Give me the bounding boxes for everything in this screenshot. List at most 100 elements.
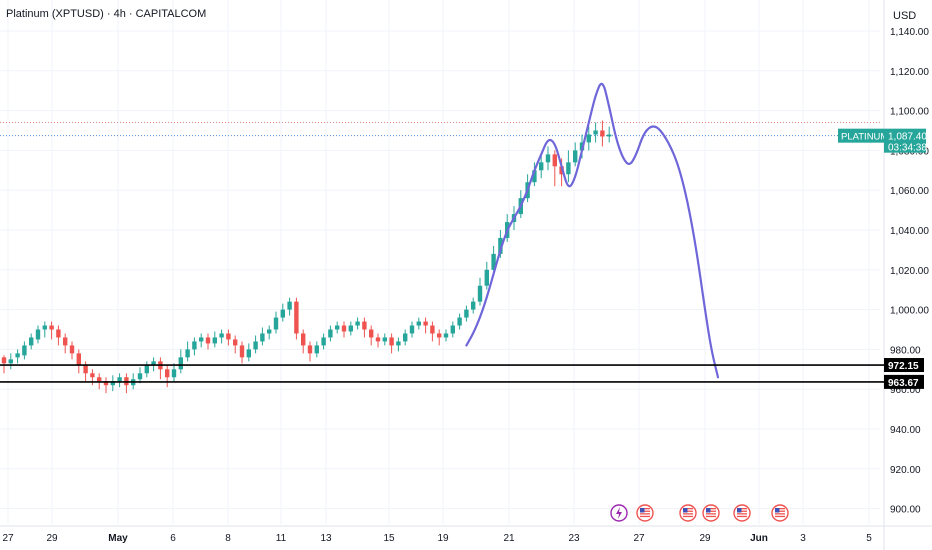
candle-body [76,353,81,366]
candle-body [42,325,47,330]
level-price-label: 963.67 [888,378,919,389]
x-tick-label: Jun [750,533,768,544]
candle-body [103,381,109,386]
candle [110,375,115,392]
candle-body [375,337,381,342]
x-tick-label: 29 [46,533,58,544]
candle [532,162,537,187]
candle-body [539,162,544,171]
candle [307,341,313,362]
candle [42,321,47,338]
flag-canton [683,508,688,513]
candle [301,329,306,354]
us-flag-icon[interactable] [679,504,697,522]
candle [484,261,489,290]
candle [124,373,129,394]
us-flag-icon[interactable] [733,504,751,522]
lightning-icon[interactable] [610,504,628,522]
candle-body [321,337,326,346]
x-tick-label: 15 [383,533,395,544]
level-price-label: 972.15 [888,361,919,372]
flag-canton [640,508,645,513]
flag-canton [706,508,711,513]
candle-body [600,130,605,137]
candle-body [423,321,428,326]
flag-stripe [640,515,650,518]
candle [56,325,61,346]
candle-body [430,325,435,334]
candle [199,333,204,348]
us-flag-icon[interactable] [702,504,720,522]
candle [348,321,353,336]
candle-body [246,349,251,358]
candle-body [273,317,279,330]
chart-title: Platinum (XPTUSD) · 4h · CAPITALCOM [6,8,207,20]
candle-body [294,301,299,334]
candle-body [586,134,591,143]
y-tick-label: 900.00 [890,505,921,516]
candle-body [477,285,483,302]
candle [192,337,197,356]
flag-stripe [640,510,650,512]
candle-body [498,237,503,254]
event-circle [733,504,751,522]
y-tick-label: 1,140.00 [890,27,929,38]
x-tick-label: 19 [437,533,449,544]
us-flag-icon[interactable] [636,504,654,522]
candle-body [260,333,265,342]
candle [423,317,428,334]
symbol-badge-label: PLATINUM [841,132,888,143]
candle [375,333,381,348]
candle [287,297,292,316]
flag-stripe [683,513,693,515]
us-flag-icon[interactable] [771,504,789,522]
candle-body [484,269,489,286]
candle-body [341,325,347,332]
candle [586,126,591,151]
drawing-layer[interactable] [465,82,720,379]
candle [15,349,20,364]
y-axis[interactable]: 1,140.001,120.001,100.001,080.001,060.00… [838,0,929,550]
candle [29,333,34,350]
currency-label[interactable]: USD [893,10,917,22]
candle [389,333,394,354]
event-circle [771,504,789,522]
x-axis[interactable]: 27 29 May 6 8 11 13 15 19 21 23 27 29 Jun 3 5 [0,525,932,544]
x-tick-label: 3 [800,533,806,544]
candle [437,329,442,346]
candle [477,277,483,306]
reference-lines [0,122,880,137]
flag-stripe [706,508,716,510]
event-circle [702,504,720,522]
candle-body [593,130,598,135]
candle [450,321,455,338]
candle [430,321,435,342]
flag-stripe [706,513,716,515]
candle [600,120,605,147]
candle-body [471,301,476,310]
candle [63,333,68,354]
candle [355,317,360,330]
y-tick-label: 1,060.00 [890,186,929,197]
candle [178,349,183,374]
candle-body [35,329,41,340]
economic-events[interactable] [610,504,789,522]
candle-body [416,321,421,326]
candle-body [192,341,197,350]
projection-curve[interactable] [465,82,720,379]
candle [539,154,544,179]
candle-body [90,373,95,378]
y-tick-label: 1,040.00 [890,226,929,237]
candle [90,369,95,386]
candle-body [212,337,217,344]
candles [1,120,612,394]
candle [280,303,285,322]
candle [457,313,462,330]
candle-body [335,325,340,330]
candle-body [226,333,231,340]
candle [403,329,408,346]
y-tick-label: 1,000.00 [890,306,929,317]
candle [573,142,578,167]
